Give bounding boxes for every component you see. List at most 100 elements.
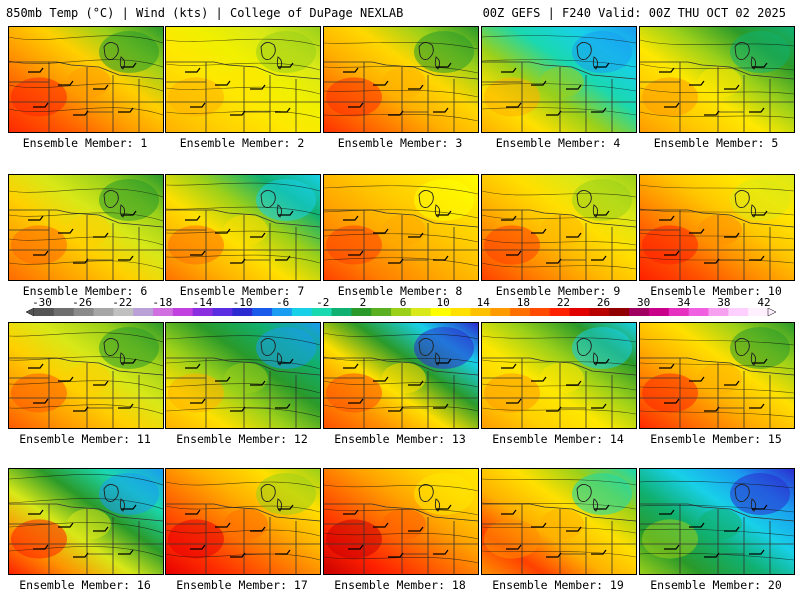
temperature-blob (382, 214, 426, 246)
wind-barb (752, 358, 768, 364)
colorbar-segment (133, 308, 154, 316)
colorbar-tick-label: 34 (677, 296, 691, 309)
wind-barb (749, 107, 765, 113)
wind-barb (250, 84, 266, 90)
wind-barb (250, 232, 266, 238)
temperature-blob (540, 362, 584, 394)
height-contour (324, 185, 478, 195)
temperature-blob (642, 77, 698, 117)
wind-barb (73, 406, 89, 412)
wind-barb (58, 228, 74, 234)
height-contour (640, 232, 794, 240)
temperature-blob (642, 373, 698, 413)
wind-barb (33, 250, 49, 256)
temperature-blob (414, 473, 474, 515)
wind-barb (278, 504, 294, 510)
height-contour (166, 110, 320, 119)
height-contour (640, 111, 794, 119)
colorbar-segment (252, 308, 273, 316)
great-lakes-outline (734, 42, 757, 70)
colorbar-segment (34, 308, 55, 316)
ensemble-member-map (323, 468, 479, 575)
ensemble-member-caption: Ensemble Member: 13 (334, 432, 466, 446)
height-contour (166, 62, 320, 71)
temperature-blob (67, 66, 111, 98)
height-contour (9, 260, 163, 270)
colorbar-segment (549, 308, 571, 316)
ensemble-member-caption: Ensemble Member: 4 (495, 136, 621, 150)
wind-barb (531, 376, 547, 382)
temperature-blob (168, 77, 224, 117)
temperature-blob (642, 519, 698, 559)
ensemble-member-map (481, 322, 637, 429)
colorbar-segment (73, 308, 95, 316)
temperature-blob (168, 225, 224, 265)
wind-barb (704, 110, 720, 116)
wind-barb (93, 232, 109, 238)
temperature-blob (224, 66, 268, 98)
colorbar-segment (311, 308, 333, 316)
ensemble-member-caption: Ensemble Member: 1 (22, 136, 148, 150)
wind-barb (433, 255, 449, 261)
temperature-blob (642, 225, 698, 265)
wind-barb (278, 358, 294, 364)
wind-barb (33, 544, 49, 550)
colorbar-segment (510, 308, 531, 316)
wind-barb (230, 406, 246, 412)
height-contour (324, 380, 478, 388)
height-contour (482, 214, 636, 222)
wind-barb (433, 549, 449, 555)
temperature-blob (11, 225, 67, 265)
colorbar-tick-label: 26 (596, 296, 611, 309)
wind-barb (689, 376, 705, 382)
temperature-blob (99, 327, 159, 369)
height-contour (482, 550, 636, 558)
temperature-blob (540, 508, 584, 540)
colorbar-segment (331, 308, 352, 316)
height-contour (166, 407, 320, 418)
temperature-blob (168, 519, 224, 559)
height-contour (9, 356, 163, 367)
temperature-blob (11, 519, 67, 559)
ensemble-member-map (8, 322, 164, 429)
wind-barb (343, 363, 359, 369)
height-contour (640, 184, 794, 192)
height-contour (482, 359, 636, 367)
great-lakes-outline (260, 338, 283, 366)
colorbar-segment (569, 308, 590, 316)
height-contour (482, 83, 636, 92)
temperature-blob (484, 225, 540, 265)
height-contour (166, 335, 320, 346)
map-title: 850mb Temp (°C) | Wind (kts) | College o… (6, 6, 404, 20)
colorbar-segment (589, 308, 610, 316)
wind-barb (724, 380, 740, 386)
ensemble-member-caption: Ensemble Member: 16 (19, 578, 151, 592)
height-contour (482, 107, 636, 116)
great-lakes-outline (576, 190, 599, 218)
wind-barb (659, 215, 675, 221)
colorbar-segment (291, 308, 313, 316)
temperature-blob (67, 508, 111, 540)
temperature-blob (698, 508, 742, 540)
height-contour (9, 83, 163, 92)
wind-barb (659, 363, 675, 369)
wind-barb (408, 380, 424, 386)
wind-barb (275, 255, 291, 261)
wind-barb (704, 406, 720, 412)
colorbar-left-arrow (26, 308, 35, 316)
wind-barb (566, 232, 582, 238)
height-contour (324, 89, 478, 98)
height-contour (640, 338, 794, 346)
wind-barb (121, 210, 137, 216)
temperature-blob (572, 179, 632, 221)
wind-barb (546, 406, 562, 412)
height-contour (640, 39, 794, 47)
wind-barb (215, 80, 231, 86)
wind-barb (436, 358, 452, 364)
ensemble-member-caption: Ensemble Member: 7 (179, 284, 305, 298)
height-contour (482, 407, 636, 415)
colorbar-segment (153, 308, 174, 316)
wind-barb (58, 376, 74, 382)
wind-barb (594, 504, 610, 510)
temperature-blob (67, 362, 111, 394)
